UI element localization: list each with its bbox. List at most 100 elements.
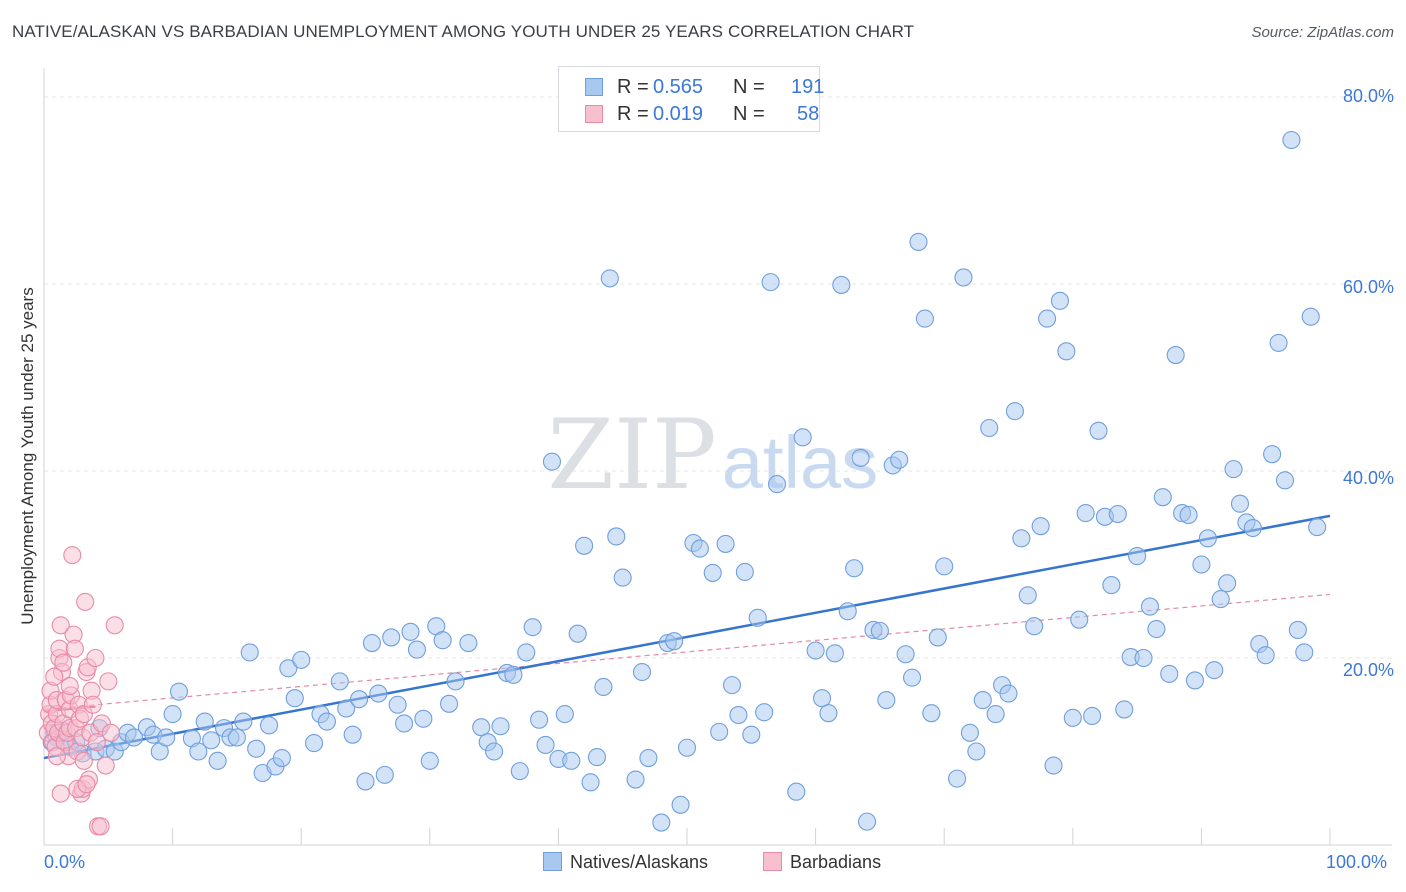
data-point-barbadians	[99, 672, 118, 691]
data-point-natives	[517, 643, 536, 662]
trend-line-natives	[43, 514, 1331, 760]
data-point-natives	[555, 705, 574, 724]
data-point-natives	[967, 742, 986, 761]
data-point-natives	[523, 618, 542, 637]
chart-title: NATIVE/ALASKAN VS BARBADIAN UNEMPLOYMENT…	[12, 22, 915, 41]
data-point-natives	[562, 751, 581, 770]
legend-r-label: R =	[617, 103, 649, 125]
data-point-natives	[1115, 700, 1134, 719]
data-point-natives	[1031, 517, 1050, 536]
data-point-natives	[356, 772, 375, 791]
data-point-natives	[163, 705, 182, 724]
data-point-natives	[1063, 708, 1082, 727]
data-point-barbadians	[45, 667, 64, 686]
data-point-natives	[857, 812, 877, 831]
data-point-natives	[446, 672, 465, 691]
data-point-natives	[285, 689, 304, 708]
data-point-natives	[639, 748, 658, 768]
data-point-natives	[420, 751, 439, 770]
data-point-natives	[1108, 504, 1127, 524]
data-point-natives	[1102, 576, 1121, 595]
data-point-natives	[652, 813, 671, 832]
data-point-natives	[279, 659, 298, 678]
data-point-natives	[1076, 504, 1095, 523]
bottom-legend-label-barbadians: Barbadians	[790, 852, 882, 872]
data-point-natives	[1224, 460, 1243, 479]
legend-r-value: 0.565	[653, 76, 704, 98]
data-point-natives	[124, 728, 144, 747]
data-point-barbadians	[74, 751, 93, 770]
data-point-natives	[671, 795, 690, 814]
data-point-natives	[536, 735, 555, 755]
data-point-natives	[1134, 648, 1153, 668]
data-point-natives	[594, 677, 613, 697]
data-point-natives	[530, 710, 549, 729]
data-point-natives	[845, 559, 864, 578]
legend-r-value: 0.019	[653, 103, 704, 125]
legend-n-label: N =	[733, 76, 765, 98]
data-point-natives	[510, 762, 529, 781]
data-point-natives	[272, 748, 291, 768]
data-point-natives	[665, 632, 684, 651]
data-point-natives	[922, 704, 941, 723]
data-point-natives	[234, 712, 253, 731]
data-point-barbadians	[105, 616, 124, 635]
data-point-natives	[1012, 529, 1031, 548]
data-point-barbadians	[87, 733, 106, 752]
data-point-barbadians	[47, 747, 66, 766]
data-point-natives	[1275, 471, 1295, 490]
data-point-natives	[1128, 547, 1147, 566]
data-point-barbadians	[91, 817, 110, 836]
data-point-natives	[954, 268, 973, 287]
trend-line-barbadians	[43, 593, 1331, 711]
data-point-natives	[305, 734, 324, 753]
data-point-natives	[793, 428, 812, 447]
data-point-barbadians	[60, 676, 79, 696]
data-point-barbadians	[101, 723, 120, 742]
data-point-natives	[343, 725, 362, 744]
data-point-natives	[1308, 518, 1327, 537]
data-point-natives	[632, 662, 652, 682]
data-point-natives	[710, 722, 729, 741]
correlation-legend: R = 0.565 N = 191 R = 0.019 N = 58	[558, 66, 824, 132]
x-tick-label-max: 100.0%	[1326, 852, 1388, 872]
data-point-natives	[587, 748, 607, 767]
watermark-zip: ZIP	[547, 399, 716, 511]
data-point-natives	[157, 728, 176, 747]
data-point-natives	[581, 773, 600, 792]
data-point-natives	[999, 684, 1018, 703]
data-point-natives	[369, 684, 388, 703]
data-point-natives	[787, 782, 806, 801]
data-point-natives	[1269, 333, 1288, 352]
data-point-natives	[259, 716, 279, 735]
data-point-natives	[485, 742, 504, 761]
x-tick-label-min: 0.0%	[44, 852, 86, 872]
y-tick-label-40: 40.0%	[1342, 468, 1394, 488]
data-point-natives	[735, 562, 754, 582]
data-point-natives	[414, 709, 433, 728]
data-point-natives	[690, 539, 709, 558]
data-point-natives	[1282, 130, 1301, 150]
data-point-natives	[375, 765, 394, 784]
data-point-natives	[362, 633, 381, 653]
data-point-natives	[755, 703, 774, 722]
data-point-natives	[948, 769, 967, 788]
data-point-barbadians	[63, 546, 82, 565]
data-point-natives	[388, 695, 407, 714]
data-point-barbadians	[83, 695, 102, 714]
data-point-natives	[1192, 555, 1211, 574]
data-point-natives	[1083, 706, 1102, 726]
data-point-natives	[202, 731, 221, 750]
data-point-natives	[832, 275, 851, 294]
data-point-natives	[748, 608, 767, 627]
data-point-natives	[819, 704, 838, 723]
source-label: Source: ZipAtlas.com	[1251, 24, 1394, 41]
data-point-natives	[896, 645, 915, 664]
data-point-natives	[195, 712, 214, 731]
data-point-natives	[491, 717, 510, 736]
data-point-natives	[227, 728, 246, 747]
data-point-natives	[1038, 309, 1057, 328]
data-point-natives	[716, 534, 735, 553]
data-point-natives	[626, 770, 645, 789]
data-point-natives	[703, 563, 722, 582]
